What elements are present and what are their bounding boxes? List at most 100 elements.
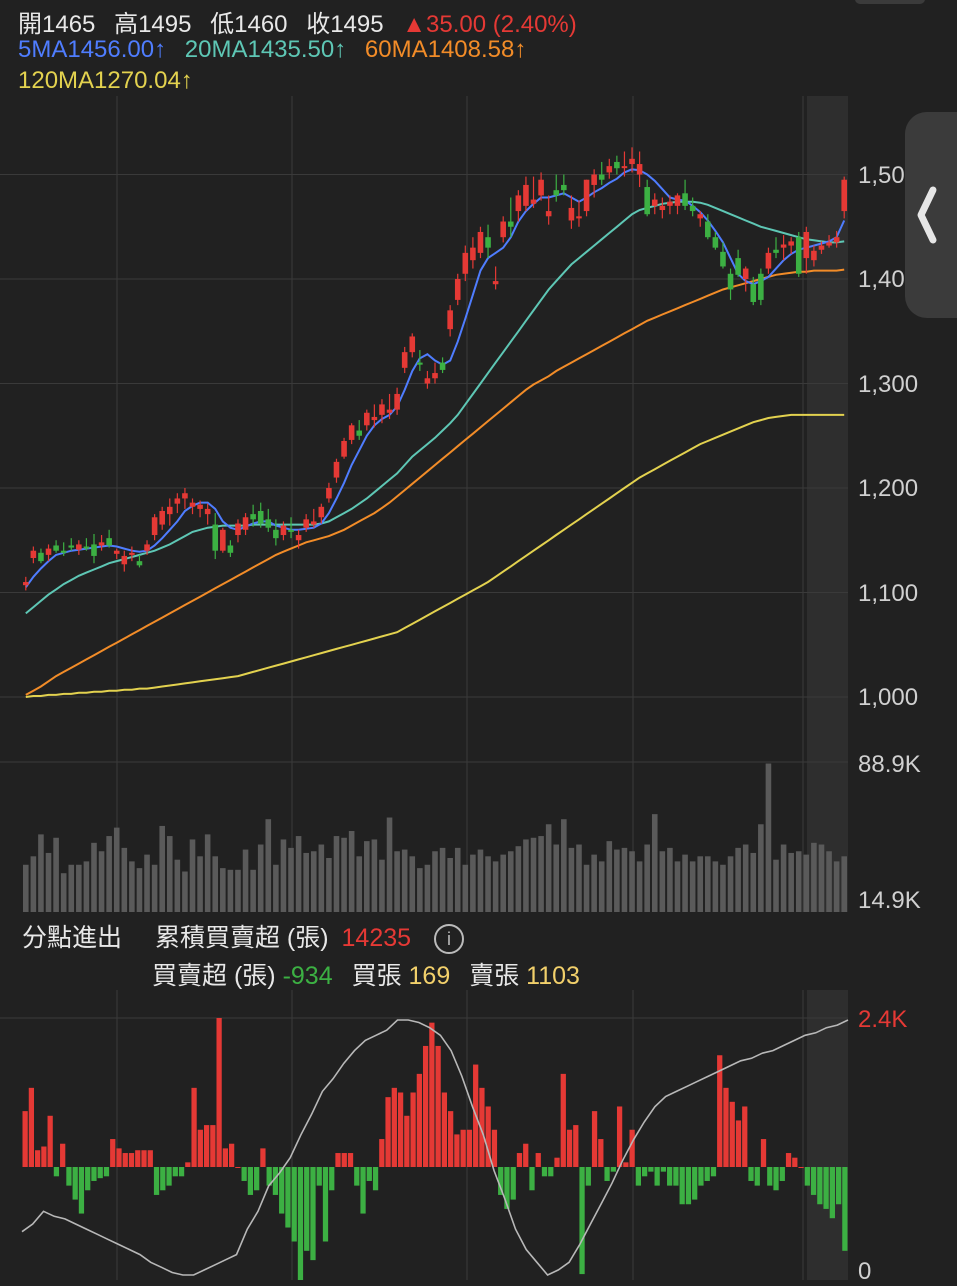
broker-net-bar [554,1157,560,1167]
volume-bar [227,869,234,912]
broker-net-bar [297,1167,304,1280]
candle-body [121,555,128,565]
broker-header: 分點進出 累積買賣超 (張) 14235 i [22,918,470,955]
candle-body [364,412,370,426]
broker-net-bar [429,1022,435,1167]
broker-net-bar [773,1167,779,1191]
volume-bar [712,861,719,912]
candle-body [295,535,302,541]
broker-net-bar [498,1167,504,1195]
highlight-band [807,990,848,1280]
volume-bar [621,847,628,912]
candle-body [341,440,347,457]
ma-row-2: 120MA1270.04↑ [18,67,205,95]
volume-bar [98,851,105,912]
broker-net-bar [604,1167,610,1181]
candle-body [197,504,203,509]
candle-body [265,519,272,528]
broker-min-label: 0 [858,1258,872,1285]
volume-bar [113,827,120,912]
volume-bar [68,864,75,912]
volume-bar [273,864,279,912]
candle-body [545,211,552,217]
volume-bar [568,847,575,912]
candle-body [636,164,643,175]
volume-bar [333,836,340,912]
broker-net-bar [53,1167,60,1177]
candle-body [424,378,431,384]
info-icon[interactable]: i [434,924,465,955]
candle-body [712,237,719,248]
candle-body [371,416,378,421]
volume-bar [492,861,499,912]
candle-body [348,425,355,440]
candle-body [614,161,620,169]
open-value: 開1465 [18,11,96,38]
volume-bar [174,859,181,912]
candle-body [523,184,529,206]
volume-bar [401,849,408,912]
candle-body [83,546,90,549]
volume-bar [841,856,847,912]
broker-net-bar [579,1167,585,1275]
broker-net-bar [247,1167,254,1195]
broker-net-bar [673,1167,679,1186]
volume-bar [60,873,67,912]
volume-bar [629,851,635,912]
candle-body [803,231,810,259]
broker-net-bar [85,1167,91,1191]
broker-net-bar [341,1153,347,1167]
broker-net-bar [316,1167,322,1186]
candle-body [780,244,787,248]
volume-bar [379,859,385,912]
volume-bar [250,869,256,912]
candle-body [98,542,105,546]
volume-bar [106,836,112,912]
broker-net-bar [372,1167,379,1191]
candle-body [651,199,658,206]
volume-bar [818,844,825,912]
broker-net-bar [385,1097,391,1167]
broker-net-bar [642,1167,648,1177]
price-tick-label: 1,200 [858,475,919,502]
volume-bar [394,851,400,912]
candle-body [151,517,158,536]
volume-bar [591,854,597,912]
broker-net-bar [629,1129,635,1167]
candle-body [833,237,840,243]
broker-net-bar [260,1148,266,1167]
candle-body [659,205,666,211]
volume-bar [553,844,560,912]
broker-net-bar [128,1153,135,1167]
volume-bar [614,849,620,912]
volume-bar [318,844,325,912]
broker-net-bar [203,1125,210,1167]
candle-body [439,362,446,370]
volume-bar [189,839,196,912]
broker-net-bar [748,1167,754,1181]
volume-bar [348,831,355,912]
volume-bar [689,861,696,912]
cumulative-line [21,1019,849,1276]
candle-body [318,506,325,518]
volume-bar [30,856,37,912]
broker-net-bar [767,1167,773,1186]
broker-net-bar [404,1115,410,1167]
broker-net-bar [122,1153,128,1167]
candle-body [841,179,847,212]
broker-net-bar [254,1167,260,1191]
broker-net-bar [304,1167,310,1251]
ma120-label: 120MA1270.04↑ [18,67,193,94]
broker-net-bar [479,1087,485,1167]
volume-bar [159,825,165,912]
volume-bar [220,868,226,912]
candle-body [386,409,393,413]
candle-body [576,216,582,219]
volume-bar [803,854,810,912]
volume-bar [659,851,666,912]
broker-net-bar [729,1101,735,1167]
back-tab[interactable] [905,112,957,318]
volume-bar [530,837,537,912]
candle-body [500,221,506,238]
